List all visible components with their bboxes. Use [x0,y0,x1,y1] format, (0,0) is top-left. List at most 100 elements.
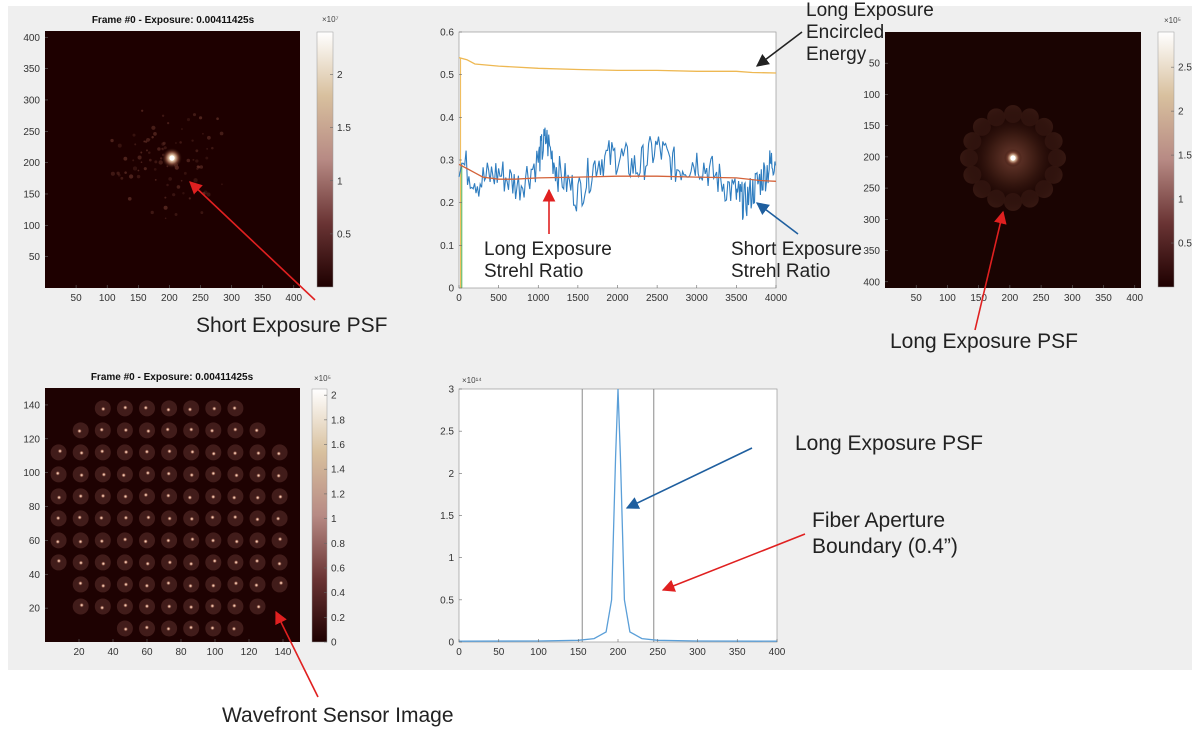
lenslet-spot [100,583,106,589]
speckle [154,160,158,164]
encircled-line [458,56,777,74]
lenslet-spot [100,493,106,499]
y-tick-label: 3 [448,385,454,396]
lenslet-spot [189,472,195,478]
speckle [141,109,144,112]
short-strehl-label-2: Strehl Ratio [731,261,830,282]
lenslet-spot [100,406,106,412]
lenslet-spot [79,472,85,478]
lenslet-spot [210,583,216,589]
psf-profile-plot-area [458,388,778,643]
long-strehl-label-2: Strehl Ratio [484,261,583,282]
lenslet-spot [209,603,215,609]
lenslet-spot [165,626,172,632]
y-tick-label: 300 [23,95,40,106]
psf-profile-y-exponent: ×10¹⁴ [462,376,482,385]
speckle [153,132,157,136]
y-tick-label: 100 [23,221,40,232]
wfs-colorbar-ticks: 0 0.2 0.4 0.6 0.8 1 1.2 1.4 1.6 1.8 2 [324,391,345,649]
x-tick-label: 250 [649,647,666,658]
lenslet-spot [188,624,194,631]
encircled-arrow [755,31,803,67]
speckle [148,158,152,162]
lenslet-spot [123,515,129,521]
colorbar-tick-label: 1.2 [331,489,345,500]
lenslet-spot [55,539,61,545]
y-tick-label: 400 [23,33,40,44]
x-tick-label: 400 [285,293,302,304]
wfs-xticks: 20 40 60 80 100 120 140 [73,639,292,658]
lenslet-spot [56,494,62,501]
lenslet-spot [254,558,260,564]
x-tick-label: 150 [130,293,147,304]
speckle [148,138,151,141]
speckle [162,141,166,145]
speckle [198,116,203,120]
psf-profile-line [458,388,778,642]
y-tick-label: 250 [23,127,40,138]
lenslet-spot [122,536,128,543]
colorbar-tick-label: 2 [1178,107,1184,118]
lenslet-spot [277,536,283,542]
x-tick-label: 140 [275,647,292,658]
short-psf-arrow [189,181,316,301]
colorbar-tick-label: 1.4 [331,465,345,476]
x-tick-label: 100 [207,647,224,658]
x-tick-label: 1500 [567,293,590,304]
lenslet-spot [253,582,260,588]
y-tick-label: 400 [863,277,880,288]
speckle [132,159,135,162]
wfs-colorbar-exponent: ×10⁵ [314,374,331,383]
lenslet-spot [231,603,237,609]
lenslet-spot [77,580,84,586]
speckle [151,125,156,130]
lenslet-spot [123,581,129,588]
y-tick-label: 20 [29,604,41,615]
x-tick-label: 2000 [606,293,629,304]
speckle [143,167,147,171]
speckle [143,140,146,143]
speckle [192,113,197,117]
lenslet-spot [122,493,129,500]
y-tick-label: 0.5 [440,595,454,606]
x-tick-label: 500 [490,293,507,304]
lenslet-spot [255,450,262,456]
speckle [150,210,154,215]
short-strehl-line [458,127,776,220]
lenslet-spot [145,428,151,434]
speckle [161,114,165,117]
x-tick-label: 50 [493,647,505,658]
strehl-series [458,56,777,288]
y-tick-label: 350 [23,64,40,75]
x-tick-label: 200 [161,293,178,304]
lenslet-spot [144,603,150,609]
lenslet-spot [166,603,172,610]
x-tick-label: 50 [911,293,923,304]
lenslet-spot [189,516,195,522]
speckle [124,171,127,174]
y-tick-label: 1 [448,553,454,564]
lenslet-spot [254,427,260,433]
x-tick-label: 150 [970,293,987,304]
lenslet-spot [255,495,261,501]
x-tick-label: 400 [1126,293,1143,304]
long-psf-plot-arrow [625,447,753,509]
lenslet-spot [276,473,282,479]
lenslet-spot [188,426,194,433]
x-tick-label: 3000 [686,293,709,304]
lenslet-spot [256,604,262,610]
colorbar-tick-label: 0.5 [337,229,351,240]
lenslet-spot [122,404,128,411]
x-tick-label: 300 [689,647,706,658]
speckle [183,171,187,175]
wfs-arrow [275,610,319,698]
lenslet-spot [99,427,105,433]
lenslet-spot [210,537,216,544]
y-tick-label: 0 [448,284,454,295]
lenslet-spot [233,559,239,565]
speckle [127,196,132,201]
x-tick-label: 1000 [527,293,550,304]
wfs-label: Wavefront Sensor Image [222,704,454,727]
lenslet-spot [211,406,217,412]
speckle [128,174,134,179]
